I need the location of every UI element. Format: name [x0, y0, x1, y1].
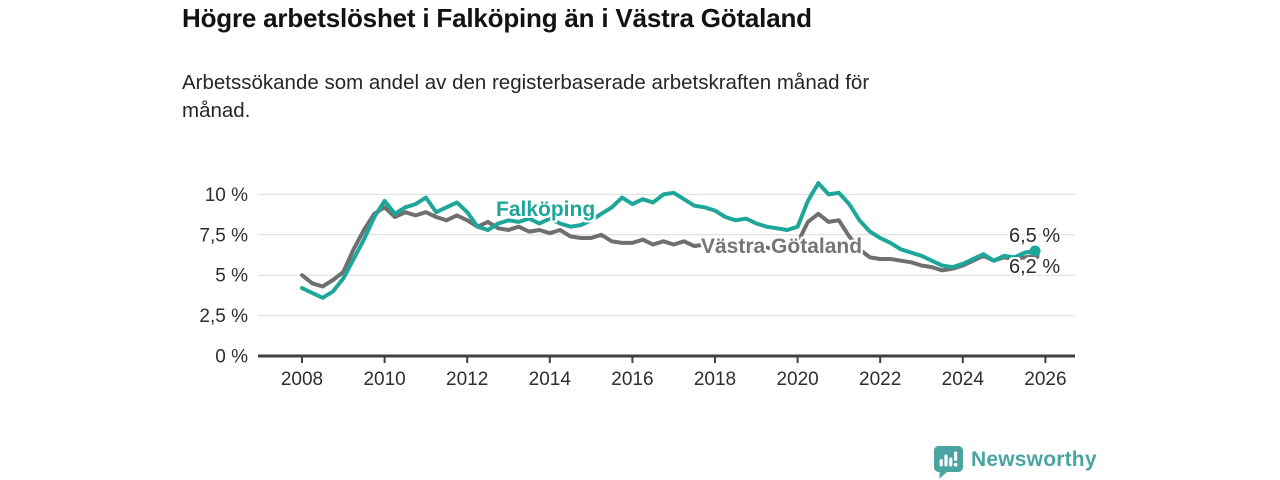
x-tick-label: 2026: [1024, 369, 1066, 390]
y-tick-label: 7,5 %: [199, 225, 248, 246]
y-tick-label: 10 %: [205, 185, 248, 206]
x-tick-label: 2008: [281, 369, 323, 390]
y-tick-label: 0 %: [215, 347, 248, 368]
page-title: Högre arbetslöshet i Falköping än i Väst…: [182, 3, 812, 33]
end-value-label-falkoping: 6,5 %: [1009, 225, 1061, 247]
x-tick-label: 2010: [363, 369, 405, 390]
series-label-falkoping: Falköping: [496, 198, 596, 221]
series-end-dot-falkoping: [1029, 245, 1041, 257]
x-tick-label: 2022: [859, 369, 901, 390]
series-label-vastra-gotaland: Västra Götaland: [701, 235, 863, 258]
y-tick-label: 5 %: [215, 266, 248, 287]
series-line-falkoping: [300, 181, 1038, 300]
x-tick-label: 2014: [529, 369, 572, 390]
y-tick-label: 2,5 %: [199, 306, 248, 327]
series-line-vastra-gotaland: [300, 205, 1038, 289]
end-value-label-vastra-gotaland: 6,2 %: [1009, 256, 1061, 278]
chart-subtitle: Arbetssökande som andel av den registerb…: [182, 71, 870, 122]
x-tick-label: 2020: [776, 369, 818, 390]
x-tick-label: 2016: [611, 369, 653, 390]
x-tick-label: 2024: [942, 369, 985, 390]
x-tick-label: 2012: [446, 369, 488, 390]
x-tick-label: 2018: [694, 369, 736, 390]
